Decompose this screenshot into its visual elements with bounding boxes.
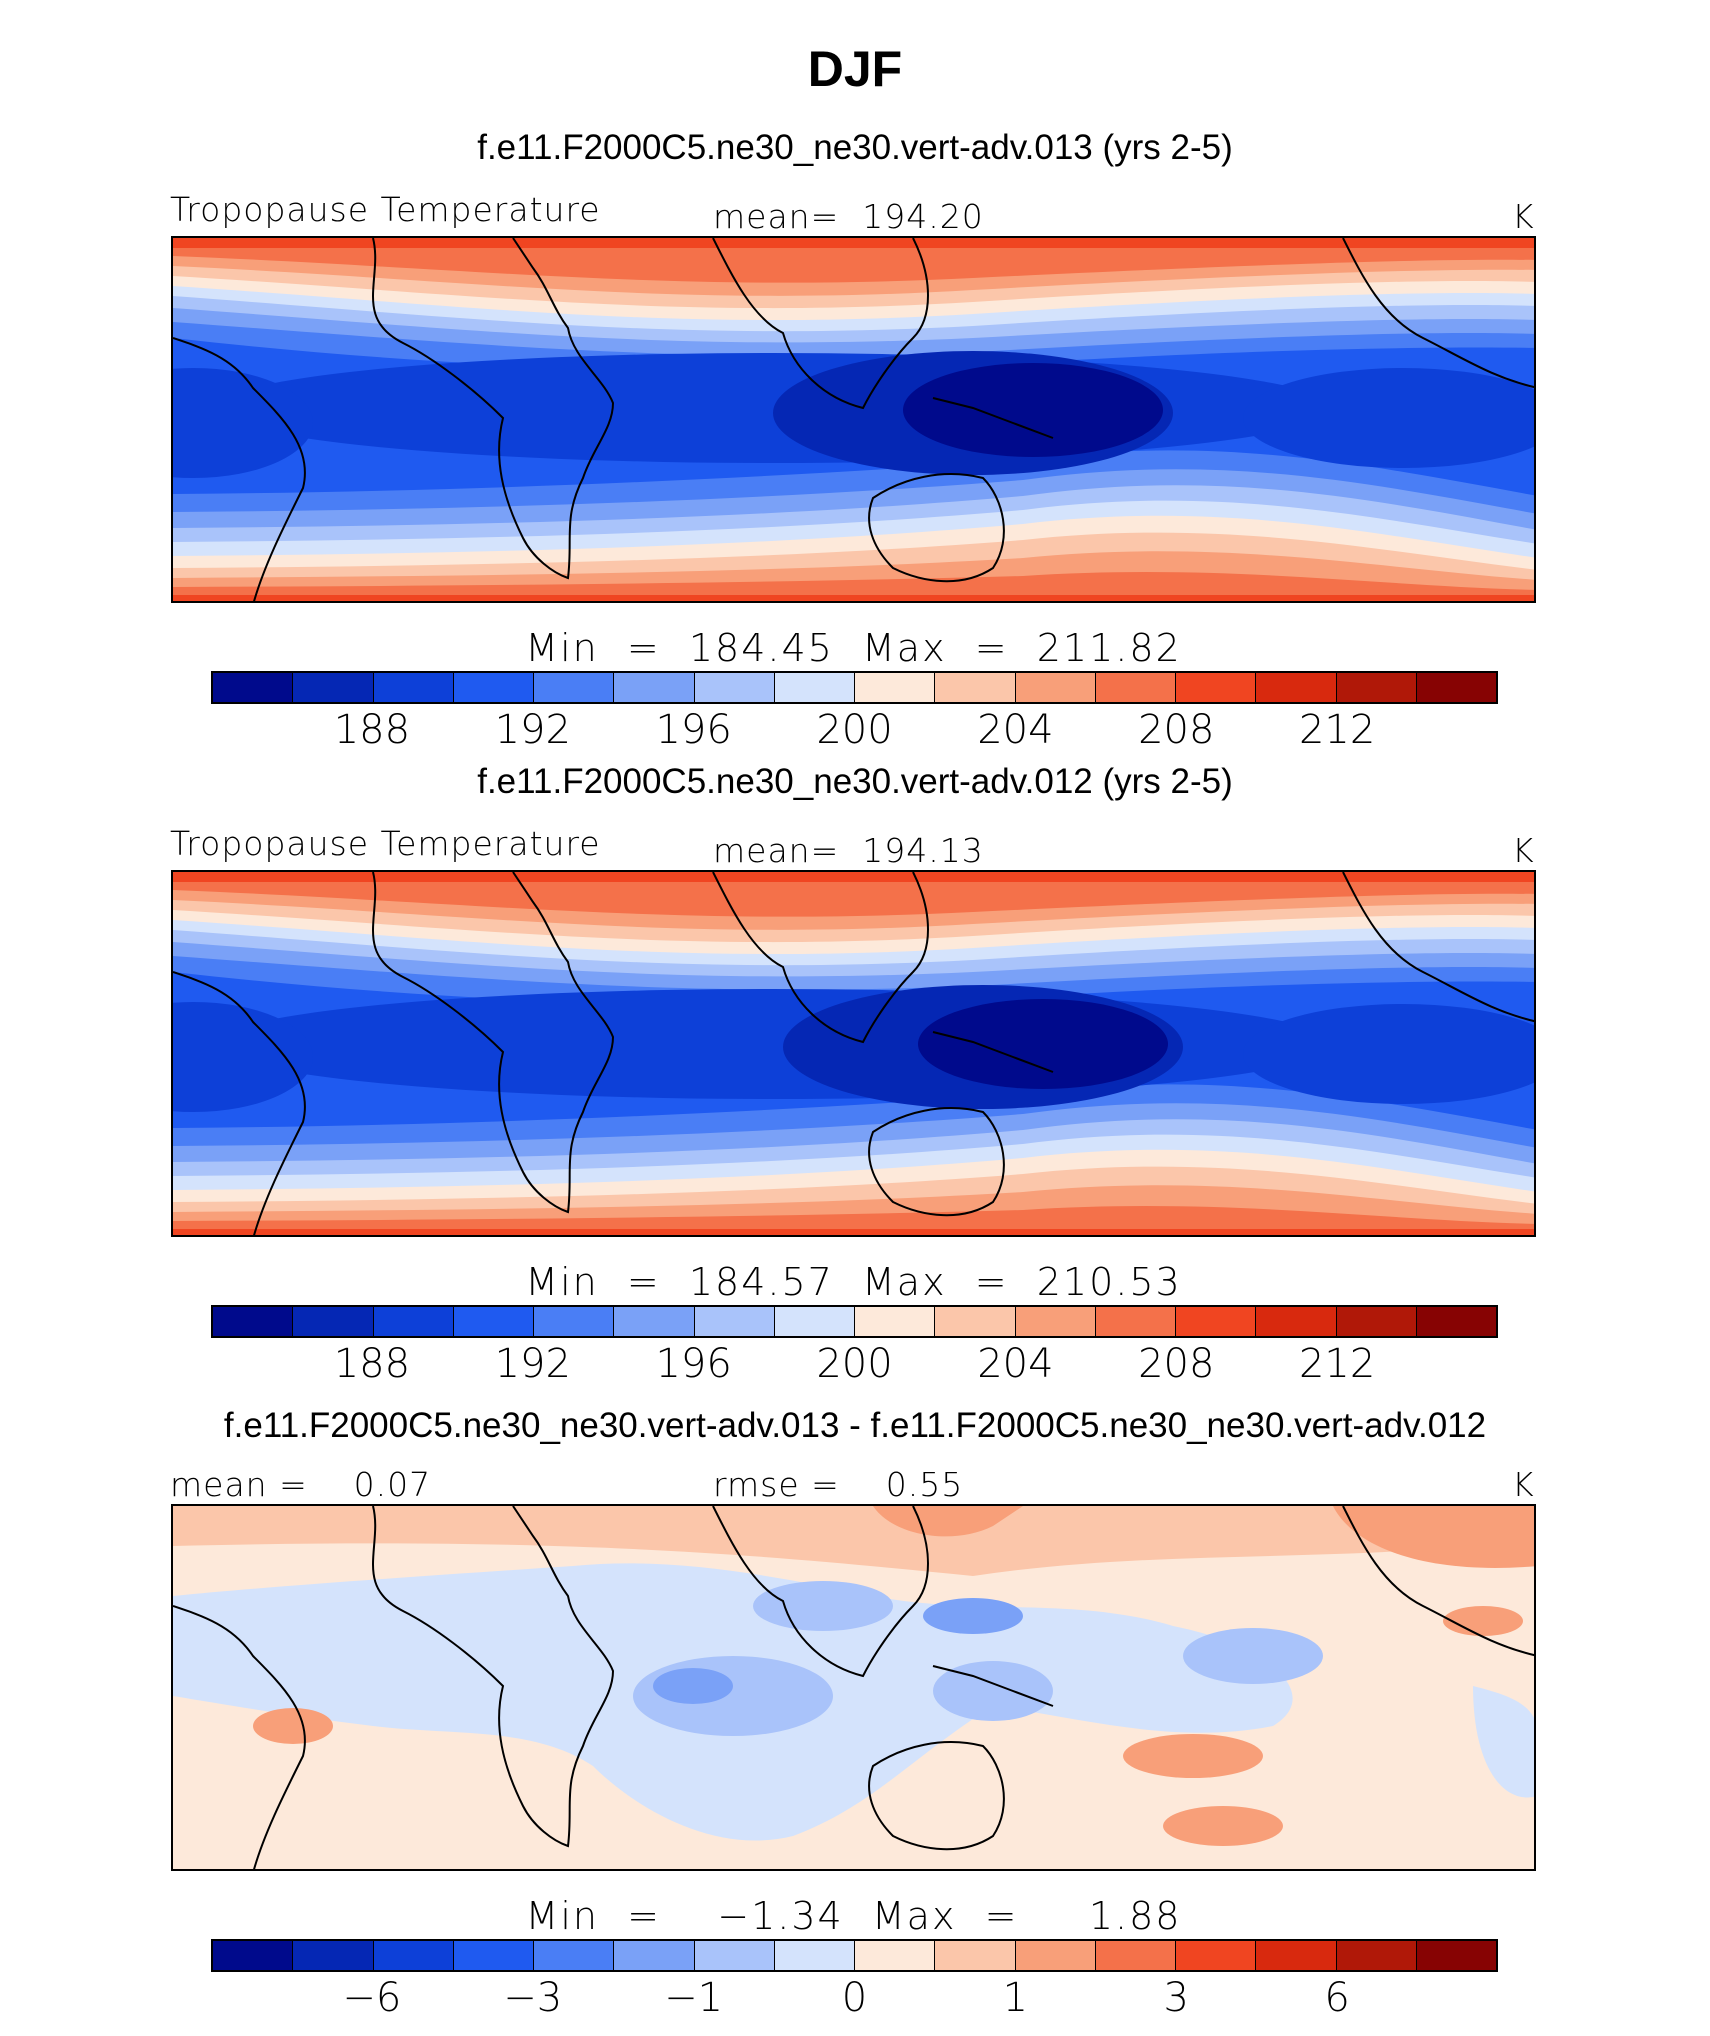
colorbar-box (453, 1307, 534, 1336)
panel-3-rmse-label: rmse = 0.55 (713, 1465, 964, 1504)
colorbar-box (373, 1941, 454, 1970)
colorbar-tick-label: 196 (655, 707, 732, 753)
panel-2-units-label: K (1512, 831, 1535, 870)
colorbar-box (453, 1941, 534, 1970)
colorbar-box (1095, 1941, 1176, 1970)
colorbar-box (935, 1941, 1016, 1970)
colorbar-box (1416, 1941, 1496, 1970)
colorbar-box (293, 1941, 374, 1970)
colorbar-box (534, 1307, 615, 1336)
colorbar-box (1416, 673, 1496, 702)
colorbar-tick-label: 208 (1138, 707, 1215, 753)
colorbar-box (1256, 1941, 1337, 1970)
panel-2-map (171, 870, 1536, 1237)
panel-1-minmax: Min = 184.45 Max = 211.82 (525, 626, 1182, 670)
colorbar-box (935, 673, 1016, 702)
colorbar-tick-label: 188 (333, 707, 411, 753)
colorbar-box (694, 1307, 775, 1336)
colorbar-tick-label: −1 (664, 1975, 724, 2021)
panel-1-units-label: K (1512, 197, 1535, 236)
colorbar-box (614, 1941, 695, 1970)
panel-1-map (171, 236, 1536, 603)
panel-1-field (173, 238, 1534, 601)
colorbar-box (1256, 1307, 1337, 1336)
colorbar-box (213, 673, 294, 702)
panel-3-units-label: K (1512, 1465, 1535, 1504)
panel-3-mean-label: mean = 0.07 (170, 1465, 432, 1504)
colorbar-box (935, 1307, 1016, 1336)
panel-2-minmax: Min = 184.57 Max = 210.53 (525, 1260, 1182, 1304)
colorbar-tick-label: 192 (494, 707, 571, 753)
colorbar-box (534, 673, 615, 702)
colorbar-box (1336, 673, 1417, 702)
colorbar-box (774, 673, 855, 702)
colorbar-box (855, 1941, 936, 1970)
colorbar-box (1176, 1941, 1257, 1970)
panel-1-colorbar (211, 671, 1498, 704)
colorbar-tick-label: 208 (1138, 1341, 1215, 1387)
panel-3-minmax: Min = −1.34 Max = 1.88 (525, 1894, 1182, 1938)
colorbar-box (534, 1941, 615, 1970)
panel-3-case-title: f.e11.F2000C5.ne30_ne30.vert-adv.013 - f… (223, 1406, 1487, 1445)
colorbar-box (1256, 673, 1337, 702)
colorbar-box (373, 1307, 454, 1336)
colorbar-box (1336, 1307, 1417, 1336)
colorbar-tick-label: −3 (503, 1975, 563, 2021)
colorbar-box (1336, 1941, 1417, 1970)
colorbar-tick-label: 204 (977, 1341, 1054, 1387)
colorbar-box (855, 673, 936, 702)
panel-3-map (171, 1504, 1536, 1871)
colorbar-box (373, 673, 454, 702)
panel-3-field (173, 1506, 1534, 1869)
colorbar-box (774, 1307, 855, 1336)
colorbar-tick-label: 188 (333, 1341, 411, 1387)
panel-3-colorbar-ticks: −6 −3 −1 0 1 3 6 (211, 1975, 1498, 2021)
colorbar-tick-label: 1 (1002, 1975, 1029, 2021)
colorbar-tick-label: 196 (655, 1341, 732, 1387)
colorbar-tick-label: 192 (494, 1341, 571, 1387)
colorbar-tick-label: 200 (816, 707, 893, 753)
colorbar-tick-label: 200 (816, 1341, 893, 1387)
panel-2-variable-label: Tropopause Temperature (170, 824, 601, 863)
colorbar-box (1015, 673, 1096, 702)
colorbar-box (774, 1941, 855, 1970)
colorbar-box (694, 673, 775, 702)
colorbar-tick-label: 6 (1324, 1975, 1350, 2021)
panel-3-colorbar (211, 1939, 1498, 1972)
colorbar-box (1015, 1941, 1096, 1970)
colorbar-box (1176, 1307, 1257, 1336)
panel-1-case-title: f.e11.F2000C5.ne30_ne30.vert-adv.013 (yr… (477, 128, 1233, 167)
panel-2-mean-label: mean= 194.13 (713, 831, 984, 870)
colorbar-tick-label: 3 (1163, 1975, 1189, 2021)
panel-1-colorbar-ticks: 188 192 196 200 204 208 212 (211, 707, 1498, 753)
panel-1-mean-label: mean= 194.20 (713, 197, 984, 236)
colorbar-box (1416, 1307, 1496, 1336)
colorbar-box (213, 1941, 294, 1970)
panel-2-colorbar-ticks: 188 192 196 200 204 208 212 (211, 1341, 1498, 1387)
colorbar-box (453, 673, 534, 702)
panel-1-variable-label: Tropopause Temperature (170, 190, 601, 229)
colorbar-box (694, 1941, 775, 1970)
colorbar-box (1095, 673, 1176, 702)
colorbar-box (1015, 1307, 1096, 1336)
colorbar-box (855, 1307, 936, 1336)
colorbar-box (213, 1307, 294, 1336)
colorbar-box (293, 673, 374, 702)
colorbar-box (614, 673, 695, 702)
panel-2-field (173, 872, 1534, 1235)
colorbar-box (1176, 673, 1257, 702)
colorbar-tick-label: 212 (1298, 707, 1376, 753)
figure-title: DJF (807, 41, 903, 97)
colorbar-box (293, 1307, 374, 1336)
panel-2-colorbar (211, 1305, 1498, 1338)
colorbar-box (1095, 1307, 1176, 1336)
colorbar-tick-label: −6 (342, 1975, 402, 2021)
panel-2-case-title: f.e11.F2000C5.ne30_ne30.vert-adv.012 (yr… (477, 762, 1233, 801)
colorbar-box (614, 1307, 695, 1336)
colorbar-tick-label: 212 (1298, 1341, 1376, 1387)
colorbar-tick-label: 204 (977, 707, 1054, 753)
colorbar-tick-label: 0 (841, 1975, 868, 2021)
